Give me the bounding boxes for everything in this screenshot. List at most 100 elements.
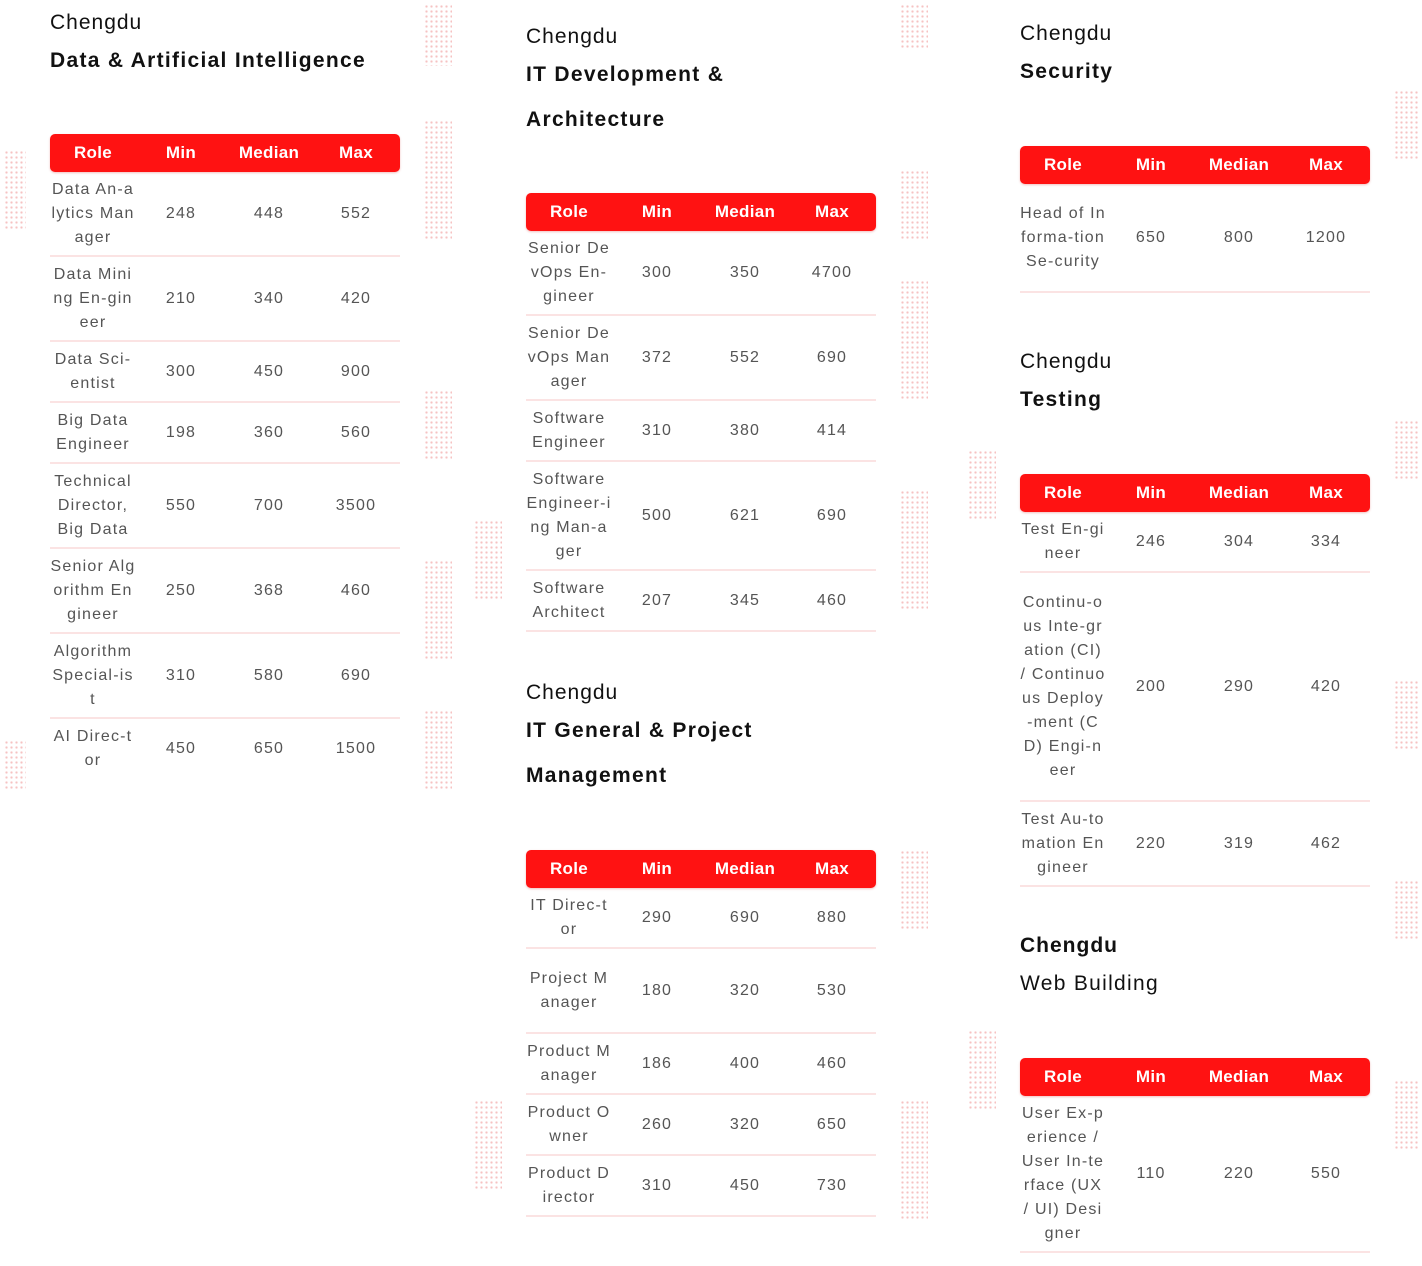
header-min: Min <box>1135 155 1167 174</box>
cell-max: 560 <box>340 423 372 441</box>
cell-role: Head of Informa-tion Se-curity <box>1020 204 1106 270</box>
header-median: Median <box>1208 1067 1270 1086</box>
section-category: IT General & Project Management <box>526 708 876 798</box>
cell-min: 310 <box>641 421 673 439</box>
dot-pattern-decoration <box>424 390 452 460</box>
cell-max: 550 <box>1310 1164 1342 1182</box>
table-header: Role Min Median Max <box>1020 474 1370 512</box>
header-role: Role <box>549 859 589 878</box>
section-city: Chengdu <box>526 25 619 48</box>
cell-role: Software Architect <box>532 579 606 621</box>
cell-max: 460 <box>340 581 372 599</box>
section-city: Chengdu <box>50 11 143 34</box>
cell-role: Data An-alytics Manager <box>51 180 135 246</box>
header-max: Max <box>1309 483 1343 502</box>
dot-pattern-decoration <box>474 1100 502 1190</box>
cell-median: 290 <box>1223 677 1255 695</box>
cell-max: 3500 <box>335 496 377 514</box>
dot-pattern-decoration <box>424 710 452 790</box>
dot-pattern-decoration <box>968 1030 996 1110</box>
cell-role: Data Sci-entist <box>54 350 132 392</box>
header-median: Median <box>1208 483 1270 502</box>
cell-median: 220 <box>1223 1164 1255 1182</box>
table-row: Test Au-tomation Engineer 220 319 462 <box>1020 802 1370 887</box>
cell-min: 300 <box>641 263 673 281</box>
section-category-line: Data & Artificial Intelligence <box>50 49 366 72</box>
cell-median: 690 <box>729 908 761 926</box>
section-web-building: Chengdu Web Building <box>1020 933 1370 1006</box>
cell-role: IT Direc-tor <box>530 896 608 938</box>
dot-pattern-decoration <box>1394 420 1418 480</box>
cell-max: 414 <box>816 421 848 439</box>
table-row: Senior Algorithm Engineer 250 368 460 <box>50 549 400 634</box>
section-category: Security <box>1020 49 1370 94</box>
salary-table-web-building: Role Min Median Max User Ex-perience / U… <box>1020 1058 1370 1253</box>
cell-max: 690 <box>340 666 372 684</box>
salary-table-it-general: Role Min Median Max IT Direc-tor 290 690… <box>526 850 876 1217</box>
cell-min: 210 <box>165 289 197 307</box>
cell-max: 900 <box>340 362 372 380</box>
dot-pattern-decoration <box>900 850 928 930</box>
cell-min: 207 <box>641 591 673 609</box>
section-city: Chengdu <box>1020 350 1113 373</box>
cell-role: Test Au-tomation Engineer <box>1021 810 1105 876</box>
cell-median: 800 <box>1223 228 1255 246</box>
cell-max: 460 <box>816 1054 848 1072</box>
cell-min: 186 <box>641 1054 673 1072</box>
section-category-line: IT General & Project <box>526 719 753 742</box>
section-category: IT Development & Architecture <box>526 52 876 142</box>
dot-pattern-decoration <box>1394 90 1418 160</box>
section-it-development: Chengdu IT Development & Architecture <box>526 24 876 142</box>
dot-pattern-decoration <box>4 740 26 790</box>
cell-median: 320 <box>729 1115 761 1133</box>
table-row: Software Architect 207 345 460 <box>526 571 876 632</box>
table-row: IT Direc-tor 290 690 880 <box>526 888 876 949</box>
cell-median: 350 <box>729 263 761 281</box>
salary-table-it-development: Role Min Median Max Senior DevOps En-gin… <box>526 193 876 632</box>
cell-role: Product Manager <box>527 1042 611 1084</box>
salary-panel-column-2: Chengdu IT Development & Architecture Ro… <box>502 0 900 1242</box>
cell-median: 380 <box>729 421 761 439</box>
cell-median: 319 <box>1223 834 1255 852</box>
cell-min: 650 <box>1135 228 1167 246</box>
cell-min: 220 <box>1135 834 1167 852</box>
section-city: Chengdu <box>526 681 619 704</box>
salary-panel-column-1: Chengdu Data & Artificial Intelligence R… <box>26 0 424 788</box>
table-header: Role Min Median Max <box>50 134 400 172</box>
cell-max: 462 <box>1310 834 1342 852</box>
dot-pattern-decoration <box>900 170 928 240</box>
table-row: Software Engineer-ing Man-ager 500 621 6… <box>526 462 876 571</box>
section-category-line: Architecture <box>526 108 666 131</box>
table-row: Software Engineer 310 380 414 <box>526 401 876 462</box>
cell-role: Data Mining En-gineer <box>53 265 133 331</box>
cell-median: 580 <box>253 666 285 684</box>
table-header: Role Min Median Max <box>1020 146 1370 184</box>
table-row: AI Direc-tor 450 650 1500 <box>50 719 400 778</box>
header-median: Median <box>1208 155 1270 174</box>
cell-max: 420 <box>340 289 372 307</box>
header-median: Median <box>714 859 776 878</box>
cell-role: Senior DevOps Manager <box>527 324 611 390</box>
section-city: Chengdu <box>1020 22 1113 45</box>
cell-min: 310 <box>641 1176 673 1194</box>
dot-pattern-decoration <box>900 280 928 400</box>
dot-pattern-decoration <box>424 120 452 240</box>
cell-min: 260 <box>641 1115 673 1133</box>
cell-median: 340 <box>253 289 285 307</box>
dot-pattern-decoration <box>900 1100 928 1220</box>
cell-min: 450 <box>165 739 197 757</box>
salary-table-security: Role Min Median Max Head of Informa-tion… <box>1020 146 1370 293</box>
table-row: Product Owner 260 320 650 <box>526 1095 876 1156</box>
section-security: Chengdu Security <box>1020 21 1370 94</box>
section-category-line: Testing <box>1020 388 1103 411</box>
cell-median: 360 <box>253 423 285 441</box>
cell-median: 345 <box>729 591 761 609</box>
cell-role: Product Owner <box>527 1103 611 1145</box>
cell-role: Senior DevOps En-gineer <box>528 239 610 305</box>
header-min: Min <box>1135 483 1167 502</box>
cell-min: 246 <box>1135 532 1167 550</box>
section-category: Web Building <box>1020 961 1370 1006</box>
dot-pattern-decoration <box>4 150 26 230</box>
cell-max: 880 <box>816 908 848 926</box>
section-data-ai: Chengdu Data & Artificial Intelligence <box>50 10 400 83</box>
